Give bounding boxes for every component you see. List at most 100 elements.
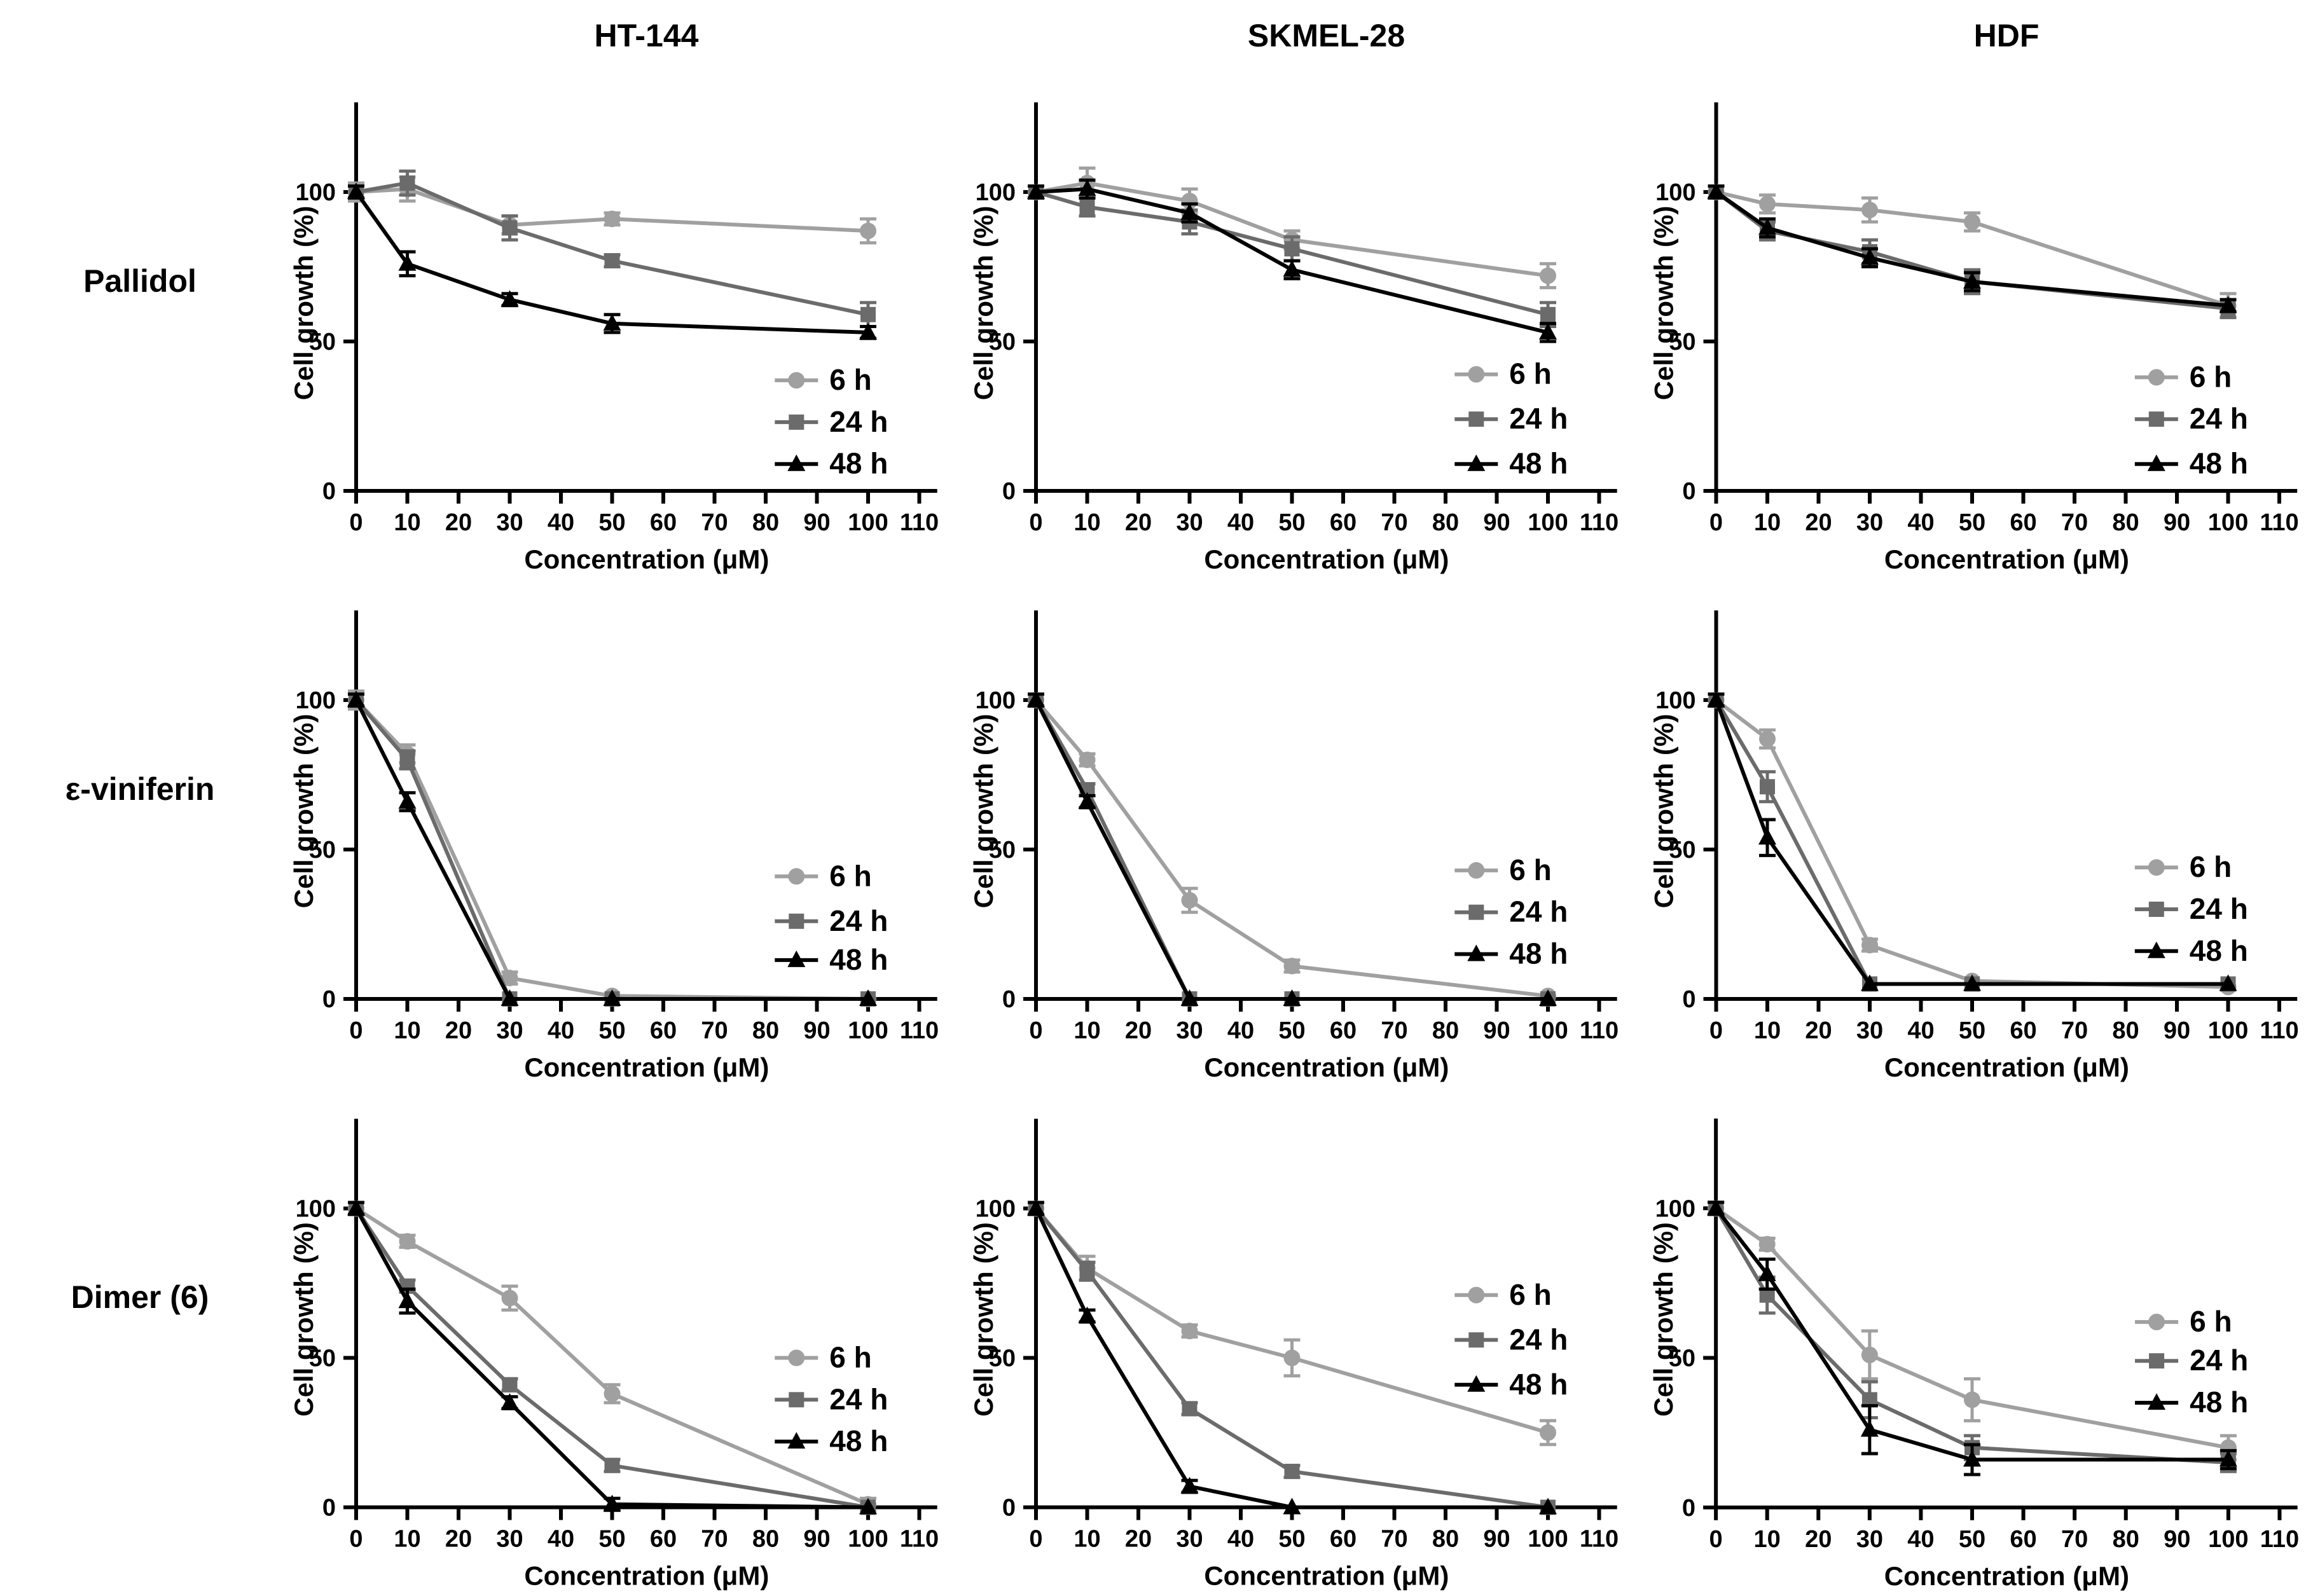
triangle-marker (1861, 974, 1879, 991)
x-tick-label: 100 (2208, 509, 2248, 536)
y-tick-label: 0 (1682, 986, 1695, 1013)
x-tick-label: 90 (2164, 1526, 2190, 1553)
triangle-marker (1707, 182, 1725, 199)
square-marker (399, 752, 415, 767)
y-tick-label: 50 (309, 329, 336, 355)
x-tick-label: 10 (1074, 1526, 1100, 1553)
x-tick-label: 100 (1528, 1017, 1568, 1044)
chart-pallidol-ht144: 0 50 100 0 10 20 30 40 50 60 70 80 90 100 110 Concentra… (280, 71, 960, 579)
x-axis-label: Concentration (μM) (524, 544, 769, 574)
x-tick-label: 90 (803, 1526, 830, 1553)
legend-square-marker (1468, 411, 1484, 427)
series-24h (1708, 1200, 2237, 1473)
y-tick-label: 0 (1002, 478, 1016, 505)
circle-marker (501, 1290, 518, 1307)
y-tick-label: 50 (1669, 1345, 1695, 1372)
triangle-marker (1963, 272, 1981, 289)
square-marker (604, 1457, 620, 1473)
legend-label: 48 h (2190, 447, 2248, 480)
x-tick-label: 10 (1074, 1017, 1100, 1044)
x-tick-label: 0 (1709, 1017, 1723, 1044)
square-marker (502, 1377, 518, 1393)
square-marker (399, 175, 415, 191)
legend-circle-marker (788, 1349, 805, 1366)
x-tick-label: 30 (1856, 1526, 1883, 1553)
x-tick-label: 40 (1907, 509, 1934, 536)
x-axis-label: Concentration (μM) (524, 1052, 769, 1082)
legend: 6 h 24 h 48 h (2134, 850, 2248, 967)
legend-label: 48 h (829, 943, 888, 976)
y-tick-label: 50 (1669, 329, 1695, 355)
x-tick-label: 80 (1432, 1017, 1459, 1044)
series-48h (1027, 1199, 1557, 1515)
square-marker (1540, 306, 1556, 322)
y-tick-label: 0 (322, 986, 336, 1013)
axes: 0 50 100 0 10 20 30 40 50 60 70 80 90 100 110 (1655, 1118, 2299, 1553)
plot-ε-viniferin-HDF: 0 50 100 0 10 20 30 40 50 60 70 80 90 100 110 Concentra… (1649, 610, 2299, 1082)
legend-circle-marker (2148, 1314, 2165, 1331)
square-marker (1182, 1401, 1198, 1417)
square-marker (1079, 1263, 1095, 1279)
square-marker (860, 306, 876, 322)
circle-marker (1540, 267, 1556, 284)
x-tick-label: 20 (1125, 1526, 1152, 1553)
x-tick-label: 10 (394, 1017, 420, 1044)
legend-triangle-marker (1467, 454, 1486, 471)
x-tick-label: 20 (445, 509, 472, 536)
x-tick-label: 50 (598, 509, 625, 536)
x-tick-label: 20 (445, 1526, 472, 1553)
square-marker (1284, 241, 1300, 257)
triangle-marker (1078, 179, 1096, 196)
row-label-pallidol: Pallidol (83, 263, 197, 299)
circle-marker (1964, 214, 1980, 230)
x-tick-label: 30 (496, 1017, 523, 1044)
x-tick-label: 70 (1381, 509, 1407, 536)
x-tick-label: 80 (752, 509, 779, 536)
row-label-viniferin: ε-viniferin (65, 771, 215, 807)
x-tick-label: 10 (1754, 509, 1781, 536)
square-marker (1760, 779, 1775, 795)
legend: 6 h 24 h 48 h (2135, 1305, 2248, 1419)
legend: 6 h 24 h 48 h (1454, 853, 1568, 970)
triangle-marker (1027, 1199, 1045, 1216)
x-tick-label: 80 (752, 1526, 779, 1553)
legend-triangle-marker (2147, 941, 2165, 958)
legend-label: 6 h (829, 363, 871, 396)
chart-viniferin-ht144: 0 50 100 0 10 20 30 40 50 60 70 80 90 100 110 Concentra… (280, 579, 960, 1087)
x-tick-label: 60 (2010, 1017, 2036, 1044)
x-tick-label: 70 (2061, 1526, 2088, 1553)
y-tick-label: 100 (296, 687, 336, 714)
legend-label: 24 h (829, 904, 888, 937)
triangle-marker (1078, 1306, 1096, 1323)
legend-label: 6 h (2190, 850, 2232, 883)
column-header-ht144: HT-144 (594, 18, 699, 53)
chart-viniferin-hdf: 0 50 100 0 10 20 30 40 50 60 70 80 90 100 110 Concentra… (1640, 579, 2320, 1087)
circle-marker (1181, 1323, 1198, 1340)
series-48h (1707, 691, 2237, 991)
x-axis-label: Concentration (μM) (1204, 1052, 1449, 1082)
x-tick-label: 0 (1029, 1017, 1042, 1044)
x-tick-label: 60 (1330, 509, 1357, 536)
x-tick-label: 20 (1805, 509, 1832, 536)
plot-Pallidol-SKMEL-28: 0 50 100 0 10 20 30 40 50 60 70 80 90 100 110 Concentra… (969, 102, 1619, 574)
legend-triangle-marker (2147, 454, 2165, 471)
triangle-marker (603, 1494, 621, 1511)
x-tick-label: 20 (1805, 1017, 1832, 1044)
legend-square-marker (2148, 902, 2164, 917)
x-tick-label: 50 (1959, 1526, 1985, 1553)
x-tick-label: 50 (1959, 509, 1985, 536)
triangle-marker (1539, 989, 1557, 1006)
x-tick-label: 90 (803, 1017, 830, 1044)
plot-ε-viniferin-SKMEL-28: 0 50 100 0 10 20 30 40 50 60 70 80 90 100 110 Concentra… (969, 610, 1619, 1082)
x-tick-label: 30 (1176, 509, 1203, 536)
triangle-marker (1180, 1476, 1199, 1494)
y-tick-label: 50 (309, 837, 336, 863)
x-tick-label: 80 (2112, 1017, 2139, 1044)
y-axis-label: Cell growth (%) (969, 1222, 998, 1417)
triangle-marker (1078, 792, 1096, 809)
x-tick-label: 0 (349, 509, 362, 536)
triangle-marker (398, 792, 417, 809)
y-axis-label: Cell growth (%) (1649, 714, 1679, 909)
